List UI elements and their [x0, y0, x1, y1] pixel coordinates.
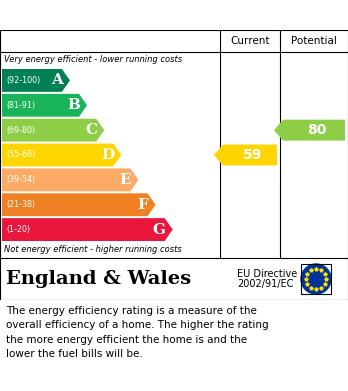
Polygon shape — [2, 69, 70, 92]
Text: E: E — [120, 173, 132, 187]
Text: 80: 80 — [307, 123, 327, 137]
Text: Energy Efficiency Rating: Energy Efficiency Rating — [8, 6, 255, 24]
Polygon shape — [2, 193, 156, 216]
Text: (21-38): (21-38) — [6, 200, 35, 209]
Polygon shape — [2, 94, 87, 117]
Polygon shape — [274, 120, 345, 141]
Text: England & Wales: England & Wales — [6, 270, 191, 288]
Text: A: A — [51, 74, 63, 88]
Polygon shape — [214, 145, 277, 165]
Text: The energy efficiency rating is a measure of the
overall efficiency of a home. T: The energy efficiency rating is a measur… — [6, 306, 269, 359]
Text: Very energy efficient - lower running costs: Very energy efficient - lower running co… — [4, 56, 182, 65]
Text: EU Directive: EU Directive — [237, 269, 297, 279]
Text: Not energy efficient - higher running costs: Not energy efficient - higher running co… — [4, 246, 182, 255]
Text: B: B — [67, 98, 80, 112]
Bar — [301, 264, 331, 294]
Text: F: F — [138, 198, 149, 212]
Polygon shape — [2, 143, 121, 167]
Text: G: G — [153, 222, 166, 237]
Circle shape — [301, 264, 331, 294]
Text: (92-100): (92-100) — [6, 76, 40, 85]
Text: (39-54): (39-54) — [6, 175, 35, 185]
Text: D: D — [101, 148, 114, 162]
Text: Potential: Potential — [291, 36, 337, 46]
Text: 2002/91/EC: 2002/91/EC — [237, 279, 293, 289]
Polygon shape — [2, 218, 173, 241]
Text: (55-68): (55-68) — [6, 151, 35, 160]
Text: (69-80): (69-80) — [6, 126, 35, 135]
Text: (81-91): (81-91) — [6, 101, 35, 110]
Text: 59: 59 — [243, 148, 263, 162]
Text: (1-20): (1-20) — [6, 225, 30, 234]
Text: Current: Current — [230, 36, 270, 46]
Polygon shape — [2, 169, 139, 191]
Text: C: C — [85, 123, 97, 137]
Polygon shape — [2, 119, 104, 142]
